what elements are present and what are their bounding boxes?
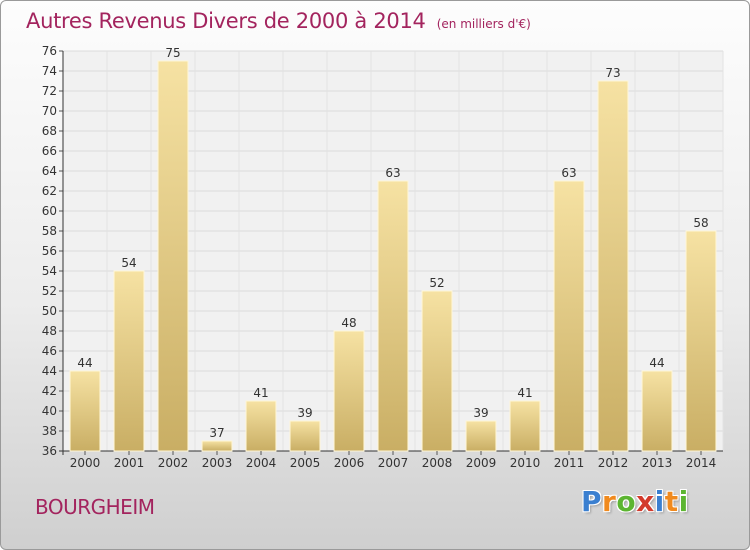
y-tick-label: 72 xyxy=(42,84,57,98)
bar-value-label: 63 xyxy=(561,166,576,180)
y-tick-label: 58 xyxy=(42,224,57,238)
chart-title-main: Autres Revenus Divers de 2000 à 2014 xyxy=(26,9,426,33)
bar-value-label: 48 xyxy=(341,316,356,330)
bar-value-label: 63 xyxy=(385,166,400,180)
y-tick-label: 38 xyxy=(42,424,57,438)
x-tick-label: 2008 xyxy=(422,456,453,470)
bar xyxy=(685,230,717,452)
y-tick-label: 48 xyxy=(42,324,57,338)
bar-value-label: 58 xyxy=(693,216,708,230)
logo-letter: r xyxy=(602,485,617,518)
logo-letter: P xyxy=(581,485,603,518)
y-tick-label: 64 xyxy=(42,164,57,178)
bar-value-label: 41 xyxy=(253,386,268,400)
x-tick-label: 2010 xyxy=(510,456,541,470)
y-tick-label: 54 xyxy=(42,264,57,278)
bar xyxy=(245,400,277,452)
bar xyxy=(289,420,321,452)
x-tick-label: 2006 xyxy=(334,456,365,470)
y-tick-label: 70 xyxy=(42,104,57,118)
y-tick-label: 56 xyxy=(42,244,57,258)
bar-value-label: 73 xyxy=(605,66,620,80)
chart-title: Autres Revenus Divers de 2000 à 2014 (en… xyxy=(26,9,531,33)
bar xyxy=(333,330,365,452)
proxiti-logo: Proxiti xyxy=(581,485,689,518)
y-tick-label: 62 xyxy=(42,184,57,198)
x-tick-label: 2009 xyxy=(466,456,497,470)
logo-letter: t xyxy=(664,485,679,518)
x-tick-label: 2005 xyxy=(290,456,321,470)
bar xyxy=(421,290,453,452)
bar xyxy=(69,370,101,452)
y-tick-label: 50 xyxy=(42,304,57,318)
x-tick-label: 2013 xyxy=(642,456,673,470)
bar-value-label: 44 xyxy=(77,356,92,370)
bar-value-label: 75 xyxy=(165,46,180,60)
x-tick-label: 2004 xyxy=(246,456,277,470)
x-tick-label: 2003 xyxy=(202,456,233,470)
chart-title-unit: (en milliers d'€) xyxy=(436,17,531,31)
commune-name: BOURGHEIM xyxy=(35,495,155,519)
y-tick-label: 40 xyxy=(42,404,57,418)
y-tick-label: 42 xyxy=(42,384,57,398)
y-tick-label: 46 xyxy=(42,344,57,358)
bar xyxy=(641,370,673,452)
bar xyxy=(553,180,585,452)
bar xyxy=(465,420,497,452)
bar xyxy=(113,270,145,452)
logo-letter: i xyxy=(678,485,689,518)
y-tick-label: 74 xyxy=(42,64,57,78)
logo-letter: o xyxy=(616,485,637,518)
bar xyxy=(509,400,541,452)
x-tick-label: 2011 xyxy=(554,456,585,470)
x-tick-label: 2012 xyxy=(598,456,629,470)
y-tick-label: 68 xyxy=(42,124,57,138)
bar-value-label: 44 xyxy=(649,356,664,370)
x-tick-label: 2014 xyxy=(686,456,717,470)
bar xyxy=(597,80,629,452)
x-tick-label: 2007 xyxy=(378,456,409,470)
x-tick-label: 2002 xyxy=(158,456,189,470)
bar-value-label: 41 xyxy=(517,386,532,400)
bar xyxy=(377,180,409,452)
logo-letter: x xyxy=(636,485,655,518)
bar-value-label: 37 xyxy=(209,426,224,440)
bar xyxy=(157,60,189,452)
bar-value-label: 39 xyxy=(297,406,312,420)
y-tick-label: 66 xyxy=(42,144,57,158)
logo-letter: i xyxy=(654,485,665,518)
bar xyxy=(201,440,233,452)
y-tick-label: 44 xyxy=(42,364,57,378)
x-tick-label: 2001 xyxy=(114,456,145,470)
y-tick-label: 36 xyxy=(42,444,57,458)
bar-value-label: 52 xyxy=(429,276,444,290)
x-tick-label: 2000 xyxy=(70,456,101,470)
y-tick-label: 76 xyxy=(42,44,57,58)
bar-value-label: 54 xyxy=(121,256,136,270)
bar-value-label: 39 xyxy=(473,406,488,420)
y-tick-label: 52 xyxy=(42,284,57,298)
y-tick-label: 60 xyxy=(42,204,57,218)
